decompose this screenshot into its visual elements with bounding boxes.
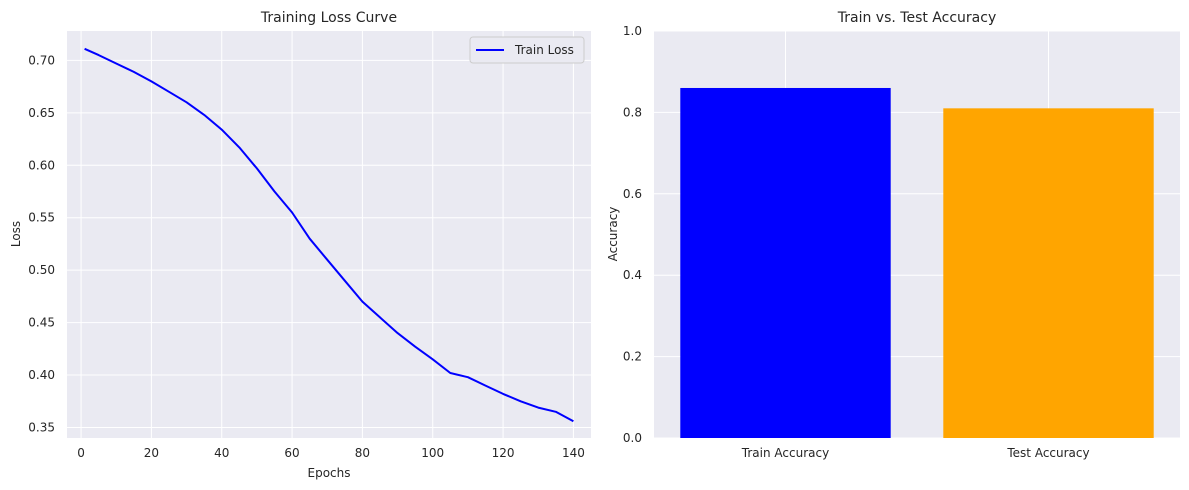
loss-y-tick-label: 0.45: [28, 316, 55, 330]
loss-series: [84, 47, 574, 423]
accuracy-x-tick-label: Train Accuracy: [741, 446, 829, 460]
loss-x-tick-label: 20: [144, 446, 159, 460]
loss-y-tick-label: 0.70: [28, 53, 55, 67]
loss-chart: 0 20 40 60 80 100 120 140 0.350.400.450.500.550…: [9, 10, 591, 480]
accuracy-y-tick-label: 0.0: [623, 431, 642, 445]
accuracy-chart: Train Accuracy Test Accuracy 0.0 0.2 0.4 0.6…: [606, 10, 1180, 460]
loss-y-tick-label: 0.65: [28, 106, 55, 120]
accuracy-y-tick-label: 0.6: [623, 187, 642, 201]
loss-x-tick-label: 60: [284, 446, 299, 460]
loss-y-tick-label: 0.35: [28, 421, 55, 435]
accuracy-chart-title: Train vs. Test Accuracy: [837, 10, 996, 26]
loss-x-tick-label: 140: [562, 446, 585, 460]
loss-legend: Train Loss: [469, 36, 585, 64]
loss-x-tick-label: 0: [77, 446, 85, 460]
loss-y-tick-label: 0.60: [28, 158, 55, 172]
loss-grid: [67, 31, 591, 438]
loss-y-axis-label: Loss: [9, 221, 23, 247]
loss-y-ticks: 0.35 0.40 0.45 0.50 0.55 0.60 0.65 0.70: [28, 53, 55, 434]
loss-legend-label: Train Loss: [514, 43, 574, 57]
accuracy-bar: [943, 108, 1154, 438]
loss-legend-box: [469, 36, 585, 64]
accuracy-x-tick-label: Test Accuracy: [1006, 446, 1089, 460]
loss-x-tick-label: 120: [492, 446, 515, 460]
accuracy-y-tick-label: 0.2: [623, 350, 642, 364]
loss-x-ticks: 0 20 40 60 80 100 120 140: [77, 446, 585, 460]
loss-x-axis-label: Epochs: [308, 466, 351, 480]
accuracy-bars: [680, 87, 1154, 438]
loss-y-tick-label: 0.55: [28, 211, 55, 225]
train-loss-line: [84, 47, 574, 423]
accuracy-y-tick-label: 0.4: [623, 268, 642, 282]
accuracy-y-tick-label: 0.8: [623, 105, 642, 119]
loss-x-tick-label: 40: [214, 446, 229, 460]
loss-x-tick-label: 100: [421, 446, 444, 460]
loss-y-tick-label: 0.40: [28, 368, 55, 382]
accuracy-x-ticks: Train Accuracy Test Accuracy: [741, 446, 1090, 460]
accuracy-y-axis-label: Accuracy: [606, 207, 620, 262]
loss-plot-area: [67, 31, 591, 438]
accuracy-bar: [680, 87, 891, 438]
accuracy-y-ticks: 0.0 0.2 0.4 0.6 0.8 1.0: [623, 24, 642, 445]
loss-x-tick-label: 80: [355, 446, 370, 460]
accuracy-y-tick-label: 1.0: [623, 24, 642, 38]
loss-y-tick-label: 0.50: [28, 263, 55, 277]
loss-chart-title: Training Loss Curve: [260, 10, 397, 26]
